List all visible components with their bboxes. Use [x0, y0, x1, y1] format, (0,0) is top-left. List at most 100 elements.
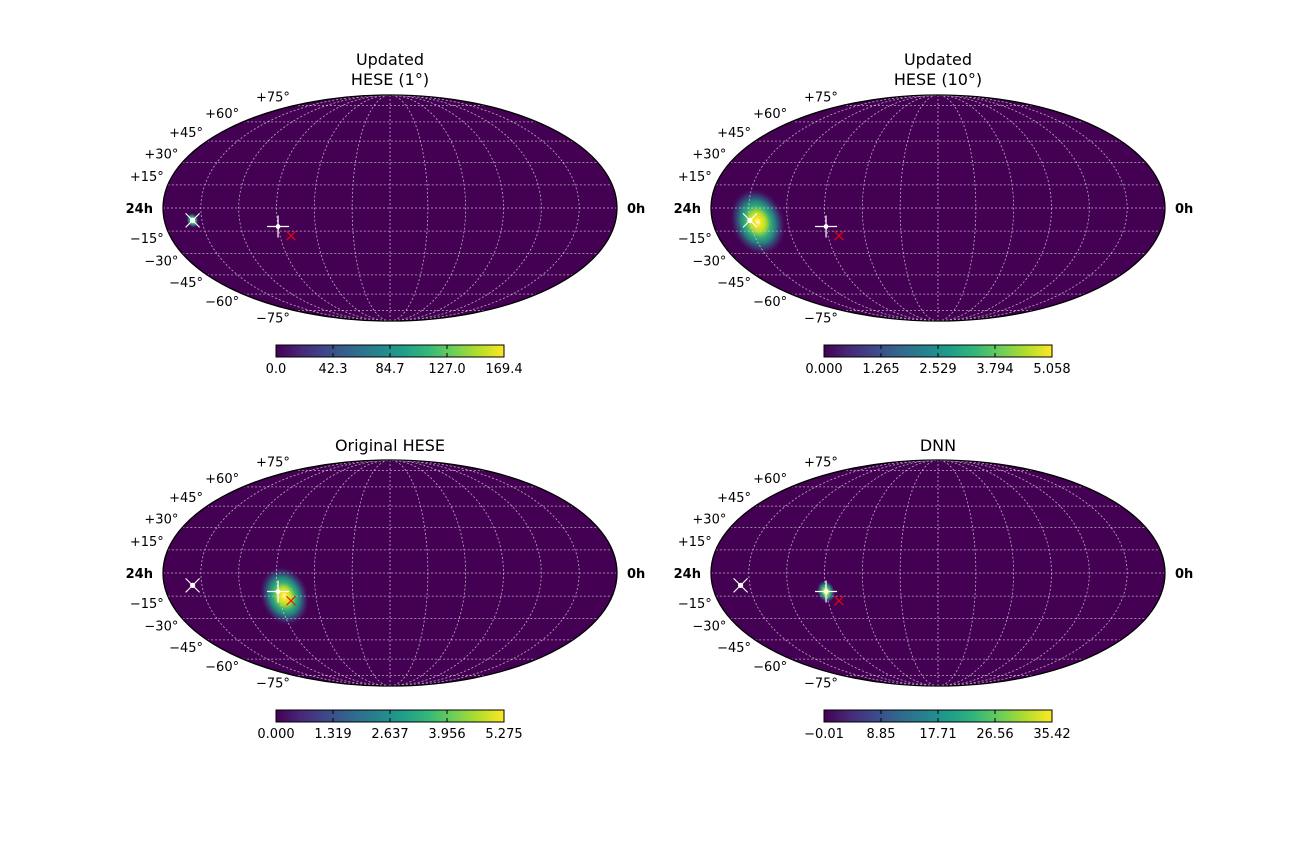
skymap-content — [163, 460, 617, 686]
marker-dot-white — [747, 217, 753, 223]
colorbar-tick-label: 0.000 — [257, 727, 294, 742]
grid-meridian — [937, 95, 977, 321]
grid-meridian — [748, 460, 939, 686]
grid-meridian — [238, 460, 391, 686]
grid-meridian — [389, 460, 467, 686]
colorbar-tick-label: 0.000 — [805, 362, 842, 377]
grid-meridian — [824, 95, 939, 321]
lat-label: +30° — [144, 512, 178, 527]
colorbar: 0.0 42.3 84.7 127.0 169.4 — [266, 344, 523, 377]
panel-title: Updated — [356, 50, 424, 69]
colorbar-tick-label: 26.56 — [976, 727, 1013, 742]
grid-meridian — [351, 95, 391, 321]
grid-meridian — [389, 460, 429, 686]
grid-meridian — [937, 460, 1128, 686]
lat-label: +45° — [169, 491, 203, 506]
colorbar-tick-label: 84.7 — [376, 362, 405, 377]
lat-label: +30° — [692, 512, 726, 527]
grid-meridian — [200, 460, 391, 686]
lat-label: −30° — [692, 255, 726, 270]
grid-meridian — [937, 460, 1015, 686]
colorbar-tick-label: 2.637 — [371, 727, 408, 742]
panel-title: DNN — [920, 436, 956, 455]
grid-meridian — [937, 95, 1052, 321]
grid-meridian — [899, 95, 939, 321]
lat-label: +15° — [130, 535, 164, 550]
marker-x-red — [834, 595, 844, 606]
colorbar-tick-label: 42.3 — [319, 362, 348, 377]
lat-label: +15° — [130, 170, 164, 185]
lat-label: +60° — [753, 472, 787, 487]
grid-meridian — [937, 95, 1015, 321]
lat-label: +15° — [678, 535, 712, 550]
lat-label: +75° — [256, 456, 290, 471]
ra-label-left: 24h — [674, 567, 701, 582]
marker-dot-white — [823, 224, 829, 229]
colorbar-tick-label: 1.265 — [862, 362, 899, 377]
lat-label: −75° — [804, 676, 838, 691]
lat-label: −30° — [144, 620, 178, 635]
grid-meridian — [937, 460, 1090, 686]
grid-meridian — [276, 460, 391, 686]
marker-x-red — [834, 230, 844, 241]
colorbar-tick-label: 5.058 — [1033, 362, 1070, 377]
marker-dot-white — [823, 589, 829, 594]
colorbar-tick-label: 3.956 — [428, 727, 465, 742]
hotspot — [729, 187, 787, 257]
marker-x-red — [286, 595, 296, 606]
colorbar-tick-label: −0.01 — [804, 727, 844, 742]
grid-meridian — [786, 460, 939, 686]
skymap-content — [711, 95, 1165, 321]
colorbar: 0.000 1.319 2.637 3.956 5.275 — [257, 709, 523, 742]
colorbar-tick-label: 2.529 — [919, 362, 956, 377]
colorbar-tick-label: 169.4 — [485, 362, 522, 377]
grid-meridian — [238, 95, 391, 321]
skymap-outline — [710, 459, 1166, 687]
lat-label: −75° — [256, 676, 290, 691]
marker-dot-white — [189, 582, 196, 588]
marker-dot-white — [737, 582, 744, 588]
grid-meridian — [861, 460, 939, 686]
skymap-panel-4: DNN +75° +60°+45° +30° +15° −15° −30° −45°−60° −… — [674, 436, 1194, 742]
lat-label: +45° — [717, 491, 751, 506]
lat-label: +30° — [144, 147, 178, 162]
lat-label: +45° — [169, 126, 203, 141]
lat-label: −75° — [256, 311, 290, 326]
grid-meridian — [861, 95, 939, 321]
colorbar-tick-label: 17.71 — [919, 727, 956, 742]
colorbar-tick-label: 35.42 — [1033, 727, 1070, 742]
skymap-content — [163, 95, 617, 321]
panel-title: HESE (1°) — [351, 70, 429, 89]
lat-label: −30° — [144, 255, 178, 270]
marker-x-red — [286, 230, 296, 241]
colorbar-tick-label: 127.0 — [428, 362, 465, 377]
skymap-panel-3: Original HESE +75° +60°+45° +30° +15° −15° −30… — [126, 436, 646, 742]
colorbar: −0.01 8.85 17.71 26.56 35.42 — [804, 709, 1071, 742]
lat-label: −30° — [692, 620, 726, 635]
panel-title: HESE (10°) — [894, 70, 982, 89]
grid-meridian — [748, 95, 939, 321]
lat-label: −60° — [753, 295, 787, 310]
lat-label: +75° — [804, 91, 838, 106]
panel-title: Updated — [904, 50, 972, 69]
skymap-outline — [162, 459, 618, 687]
grid-meridian — [389, 460, 504, 686]
grid-meridian — [937, 460, 1052, 686]
skymap-outline — [710, 94, 1166, 322]
lat-label: +75° — [804, 456, 838, 471]
grid-meridian — [389, 95, 429, 321]
skymap-content — [711, 460, 1165, 686]
grid-meridian — [200, 95, 391, 321]
lat-label: +60° — [205, 107, 239, 122]
ra-label-right: 0h — [1175, 202, 1193, 217]
lat-label: −15° — [678, 597, 712, 612]
grid-meridian — [389, 95, 504, 321]
lat-label: −45° — [717, 641, 751, 656]
grid-meridian — [389, 95, 580, 321]
ra-label-left: 24h — [126, 567, 153, 582]
lat-label: −45° — [169, 641, 203, 656]
grid-meridian — [899, 460, 939, 686]
